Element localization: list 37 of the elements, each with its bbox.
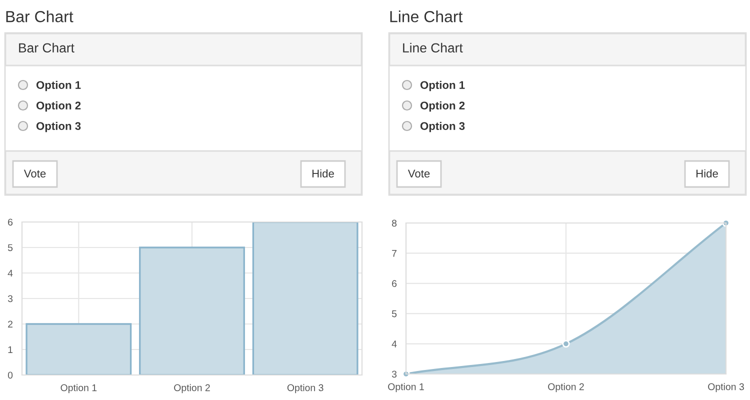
y-tick-label: 5 — [8, 244, 13, 252]
text: Option 1 — [36, 80, 81, 92]
y-tick-label: 2 — [8, 320, 12, 328]
y-tick-label: 4 — [392, 340, 397, 348]
y-tick-label: 5 — [392, 310, 397, 318]
x-tick-label: Option 1 — [388, 383, 424, 392]
x-tick-label: Option 1 — [60, 384, 97, 394]
text: Line Chart — [403, 42, 463, 53]
bar — [26, 323, 132, 375]
y-tick-label: 6 — [392, 280, 397, 288]
y-tick-label: 1 — [8, 346, 12, 354]
point — [562, 340, 570, 348]
y-tick-label: 7 — [392, 250, 396, 257]
text: Option 2 — [36, 101, 81, 112]
text: Option 2 — [420, 101, 465, 112]
bar — [252, 222, 358, 375]
y-tick-label: 6 — [8, 218, 13, 226]
y-tick-label: 4 — [8, 270, 13, 277]
text: Bar Chart — [19, 42, 74, 53]
text: Bar Chart — [6, 10, 74, 22]
y-tick-label: 3 — [392, 370, 397, 378]
x-tick-label: Option 3 — [708, 383, 744, 392]
y-tick-label: 3 — [8, 295, 13, 302]
x-tick-label: Option 2 — [548, 383, 584, 392]
y-tick-label: 8 — [392, 220, 397, 227]
text: Line Chart — [390, 10, 463, 22]
text: Option 1 — [420, 80, 465, 92]
text: Option 3 — [36, 122, 81, 132]
text: Vote — [408, 170, 430, 178]
x-tick-label: Option 2 — [174, 384, 210, 394]
text: Option 3 — [420, 122, 465, 132]
x-tick-label: Option 3 — [287, 384, 324, 394]
text: Hide — [312, 169, 334, 178]
text: Hide — [696, 169, 718, 178]
text: Vote — [24, 170, 46, 178]
y-tick-label: 0 — [8, 372, 13, 379]
bar — [139, 246, 245, 375]
